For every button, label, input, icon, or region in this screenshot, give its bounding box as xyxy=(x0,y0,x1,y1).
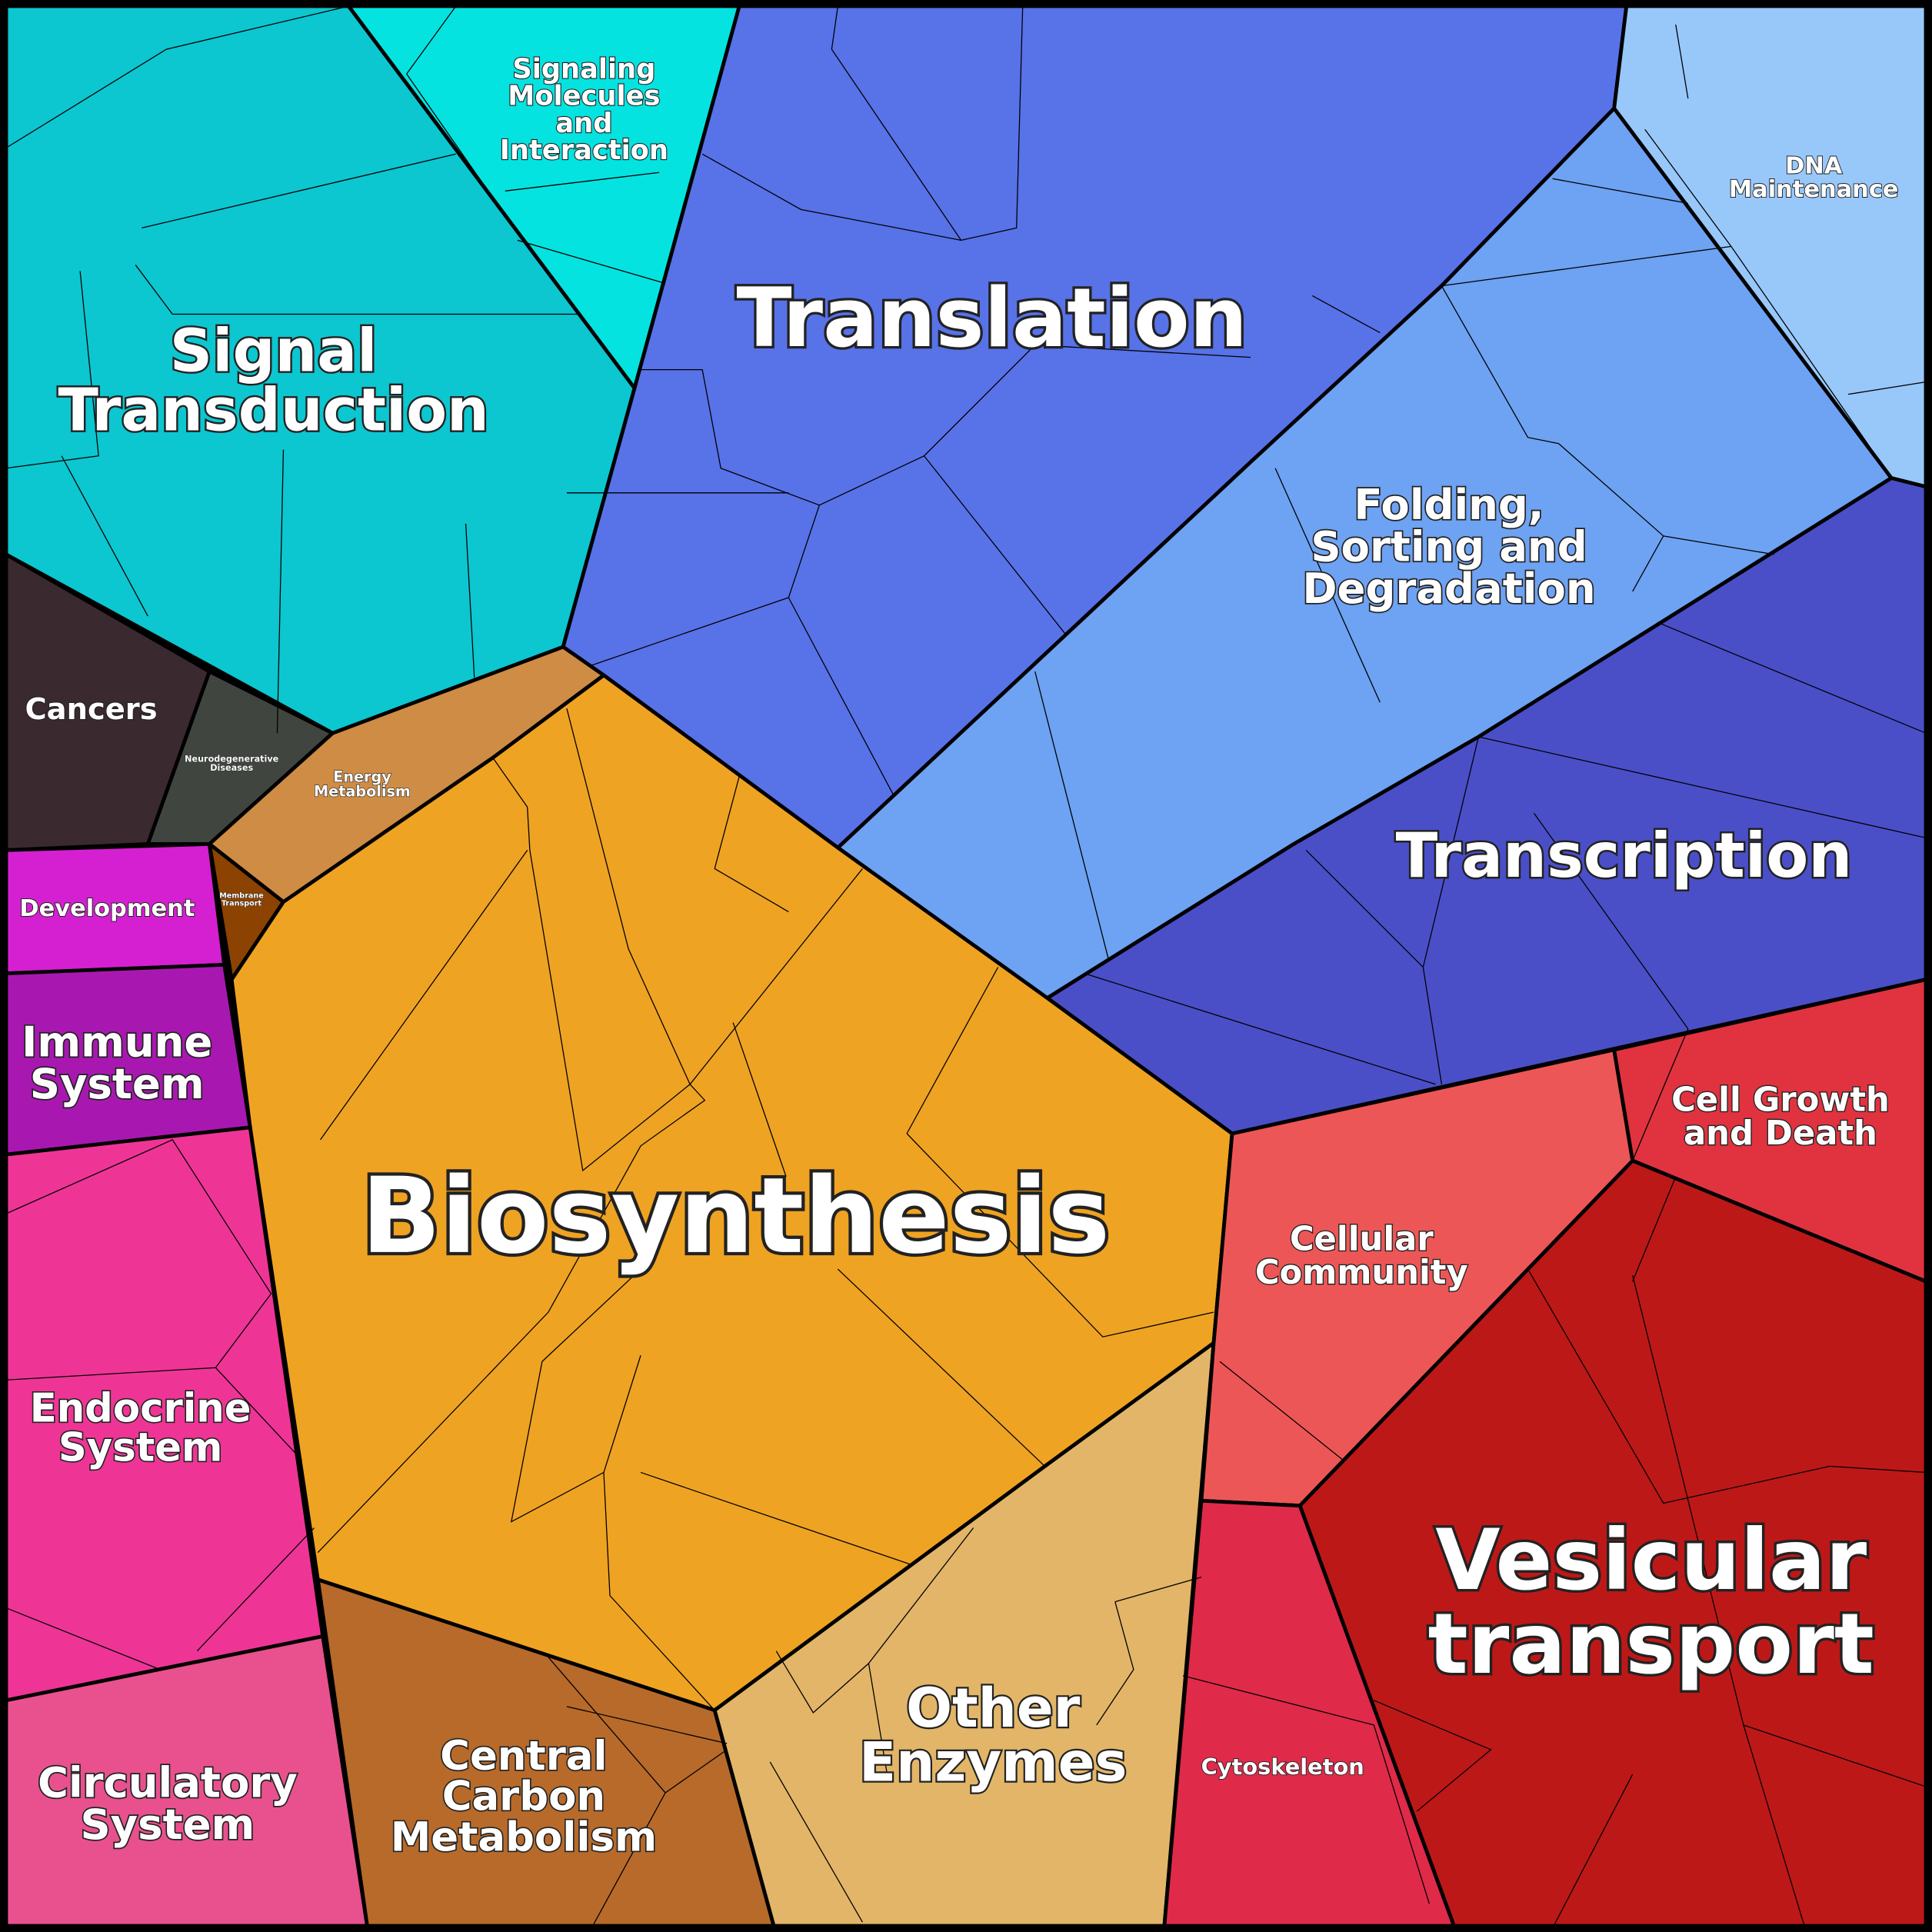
region-label: Central xyxy=(440,1733,607,1780)
region-label: Signaling xyxy=(512,53,655,85)
region-label: Other xyxy=(906,1677,1081,1740)
inner-line xyxy=(1182,1028,1927,1929)
region-label: System xyxy=(80,1800,255,1849)
labels: SignalTransductionSignalingMoleculesandI… xyxy=(18,52,1899,1862)
region-label: Cytoskeleton xyxy=(1201,1754,1364,1780)
region-label: Translation xyxy=(736,271,1247,365)
inner-line xyxy=(548,1527,1202,1929)
inner-line xyxy=(317,708,1214,1711)
region-label: Transduction xyxy=(58,376,489,445)
region-label: Carbon xyxy=(442,1774,605,1820)
region-label: Metabolism xyxy=(391,1814,657,1860)
region-label: Circulatory xyxy=(38,1757,298,1807)
region-label: Folding, xyxy=(1354,480,1544,529)
region-label: Interaction xyxy=(500,135,668,166)
region-label: Development xyxy=(19,895,195,922)
region-label: Diseases xyxy=(210,763,253,773)
region-label: Transcription xyxy=(1396,820,1853,891)
region-label: System xyxy=(30,1059,205,1108)
region-label: Membrane xyxy=(219,892,264,901)
inner-line xyxy=(405,5,666,285)
region-label: Cellular xyxy=(1290,1221,1434,1259)
region-label: Signal xyxy=(170,317,378,385)
region-label: Sorting and xyxy=(1311,522,1587,571)
inner-line xyxy=(1034,24,1927,961)
inner-line xyxy=(5,1139,315,1671)
region-label: Metabolism xyxy=(314,783,411,801)
region-label: transport xyxy=(1428,1595,1874,1693)
region-label: Cell Growth xyxy=(1671,1081,1890,1120)
region-label: Vesicular xyxy=(1435,1511,1867,1609)
region-label: Neurodegenerative xyxy=(185,754,279,764)
region-label: System xyxy=(58,1425,222,1471)
region-label: DNA xyxy=(1785,153,1843,180)
inner-line xyxy=(5,5,635,734)
inner-line xyxy=(566,5,1381,795)
region-label: and xyxy=(555,108,612,139)
region-label: Maintenance xyxy=(1729,176,1899,203)
region-label: Endocrine xyxy=(30,1385,251,1431)
region-label: Immune xyxy=(22,1018,212,1067)
region-label: and Death xyxy=(1684,1114,1877,1153)
region-label: Cancers xyxy=(25,692,157,727)
region-label: Molecules xyxy=(508,81,660,112)
cells xyxy=(4,4,1928,1928)
region-label: Biosynthesis xyxy=(361,1156,1110,1277)
inner-lines xyxy=(5,5,1927,1929)
region-label: Energy xyxy=(333,768,391,785)
region-label: Community xyxy=(1255,1254,1468,1292)
region-label: Transport xyxy=(222,899,262,908)
inner-line xyxy=(1084,621,1927,1085)
region-label: Enzymes xyxy=(859,1730,1127,1794)
region-label: Degradation xyxy=(1302,564,1595,613)
